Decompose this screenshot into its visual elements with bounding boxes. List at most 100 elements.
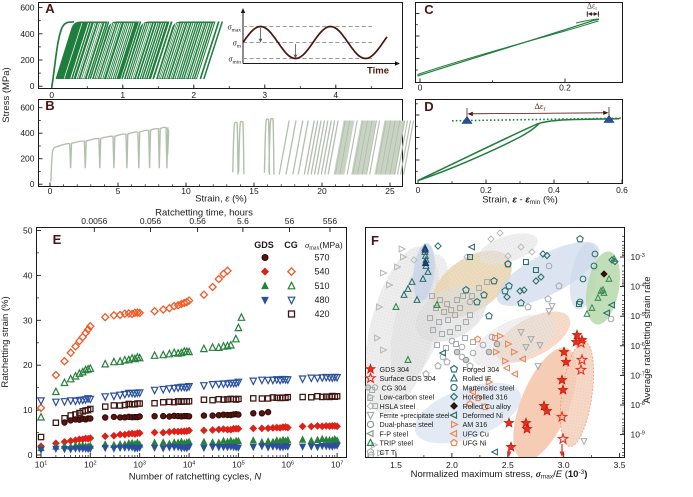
svg-text:Normalized maximum stress, σma: Normalized maximum stress, σmax/E (10-3) — [411, 469, 588, 481]
svg-text:540: 540 — [314, 267, 329, 277]
svg-text:B: B — [45, 98, 54, 113]
svg-text:0.0056: 0.0056 — [81, 216, 107, 226]
svg-text:103: 103 — [133, 460, 146, 470]
svg-text:5: 5 — [116, 186, 121, 196]
svg-text:F-P steel: F-P steel — [380, 429, 409, 438]
svg-text:TRIP steel: TRIP steel — [380, 439, 414, 448]
svg-text:Surface GDS 304: Surface GDS 304 — [380, 374, 436, 383]
svg-text:50: 50 — [23, 226, 33, 236]
svg-text:3: 3 — [262, 90, 267, 100]
svg-text:106: 106 — [282, 460, 295, 470]
svg-text:25: 25 — [385, 186, 395, 196]
svg-text:D: D — [424, 99, 433, 114]
svg-text:0.056: 0.056 — [140, 216, 162, 226]
svg-text:Strain, ε (%): Strain, ε (%) — [195, 194, 247, 205]
svg-text:0: 0 — [49, 90, 54, 100]
svg-text:HSLA steel: HSLA steel — [380, 402, 416, 411]
svg-text:10-8: 10-8 — [631, 400, 645, 410]
svg-text:Ratchetting time, hours: Ratchetting time, hours — [155, 208, 253, 219]
svg-text:CG: CG — [284, 240, 298, 250]
svg-text:Dual-phase steel: Dual-phase steel — [380, 420, 434, 429]
svg-text:0.2: 0.2 — [480, 185, 492, 195]
svg-text:2.0: 2.0 — [446, 460, 458, 470]
svg-text:10-6: 10-6 — [631, 341, 645, 351]
svg-text:510: 510 — [314, 281, 329, 291]
svg-text:Time: Time — [367, 66, 389, 77]
svg-text:1.5: 1.5 — [390, 460, 402, 470]
svg-text:102: 102 — [84, 460, 97, 470]
svg-text:CT Ti: CT Ti — [380, 448, 397, 457]
svg-text:Forged 304: Forged 304 — [463, 365, 500, 374]
svg-text:20: 20 — [23, 360, 33, 370]
svg-text:2.5: 2.5 — [502, 460, 514, 470]
svg-text:0: 0 — [28, 450, 33, 460]
svg-text:Stress (MPa): Stress (MPa) — [1, 67, 12, 122]
svg-text:101: 101 — [35, 460, 48, 470]
svg-text:600: 600 — [20, 3, 34, 13]
svg-text:600: 600 — [20, 103, 34, 113]
svg-text:0.56: 0.56 — [189, 216, 206, 226]
svg-text:104: 104 — [183, 460, 196, 470]
svg-text:Number of ratchetting cycles,: Number of ratchetting cycles, N — [129, 472, 262, 483]
svg-text:10: 10 — [181, 186, 191, 196]
svg-text:Deformed Ni: Deformed Ni — [463, 411, 504, 420]
svg-text:200: 200 — [20, 55, 34, 65]
svg-text:10-4: 10-4 — [631, 282, 645, 292]
svg-text:0: 0 — [48, 186, 53, 196]
svg-text:200: 200 — [20, 154, 34, 164]
svg-text:Ferrite +precipitate steel: Ferrite +precipitate steel — [380, 411, 450, 420]
svg-text:Δεr: Δεr — [587, 2, 598, 13]
svg-text:UFG Ni: UFG Ni — [463, 439, 487, 448]
svg-text:0.2: 0.2 — [559, 83, 571, 93]
svg-text:CG 304: CG 304 — [382, 383, 407, 392]
svg-text:10: 10 — [23, 405, 33, 415]
svg-text:Low-carbon steel: Low-carbon steel — [380, 393, 435, 402]
svg-text:107: 107 — [331, 460, 344, 470]
svg-text:Martensitic steel: Martensitic steel — [463, 383, 515, 392]
svg-text:10-3: 10-3 — [631, 252, 645, 262]
svg-text:3.0: 3.0 — [558, 460, 570, 470]
svg-text:40: 40 — [23, 270, 33, 280]
svg-text:σmax(MPa): σmax(MPa) — [305, 240, 343, 252]
svg-text:C: C — [424, 2, 434, 17]
svg-text:400: 400 — [20, 29, 34, 39]
svg-text:570: 570 — [314, 253, 329, 263]
svg-text:10-5: 10-5 — [631, 311, 645, 321]
svg-text:E: E — [53, 232, 62, 247]
svg-text:15: 15 — [249, 186, 259, 196]
svg-text:0: 0 — [30, 179, 35, 189]
svg-text:10-9: 10-9 — [631, 430, 645, 440]
svg-text:0: 0 — [30, 81, 35, 91]
svg-text:105: 105 — [232, 460, 245, 470]
svg-text:0: 0 — [416, 185, 421, 195]
svg-text:F: F — [371, 233, 379, 248]
svg-text:420: 420 — [314, 309, 329, 319]
svg-text:σm: σm — [233, 39, 242, 50]
svg-text:0: 0 — [418, 83, 423, 93]
svg-text:Rolled IF: Rolled IF — [463, 374, 492, 383]
svg-text:Δεr: Δεr — [534, 101, 545, 113]
svg-text:10-7: 10-7 — [631, 370, 645, 380]
svg-text:5.6: 5.6 — [237, 216, 249, 226]
svg-text:GDS 304: GDS 304 — [380, 365, 410, 374]
svg-text:A: A — [45, 1, 55, 16]
svg-text:0.4: 0.4 — [548, 185, 560, 195]
svg-text:56: 56 — [285, 216, 295, 226]
svg-text:AM 316: AM 316 — [463, 420, 488, 429]
svg-text:480: 480 — [314, 295, 329, 305]
svg-text:0.6: 0.6 — [616, 185, 628, 195]
svg-text:σmax: σmax — [228, 23, 242, 34]
svg-text:2: 2 — [191, 90, 196, 100]
svg-text:Average ratchetting strain rat: Average ratchetting strain rate — [642, 276, 653, 403]
svg-text:20: 20 — [317, 186, 327, 196]
svg-text:Hot-rolled 316: Hot-rolled 316 — [463, 393, 508, 402]
svg-text:Strain, ε - εmin (%): Strain, ε - εmin (%) — [482, 195, 558, 207]
svg-text:556: 556 — [323, 216, 337, 226]
svg-text:3.5: 3.5 — [614, 460, 626, 470]
svg-text:GDS: GDS — [254, 240, 274, 250]
svg-text:4: 4 — [333, 90, 338, 100]
svg-text:1: 1 — [120, 90, 125, 100]
svg-text:UFG Cu: UFG Cu — [463, 429, 489, 438]
svg-text:Rolled Cu alloy: Rolled Cu alloy — [463, 402, 512, 411]
svg-text:30: 30 — [23, 315, 33, 325]
